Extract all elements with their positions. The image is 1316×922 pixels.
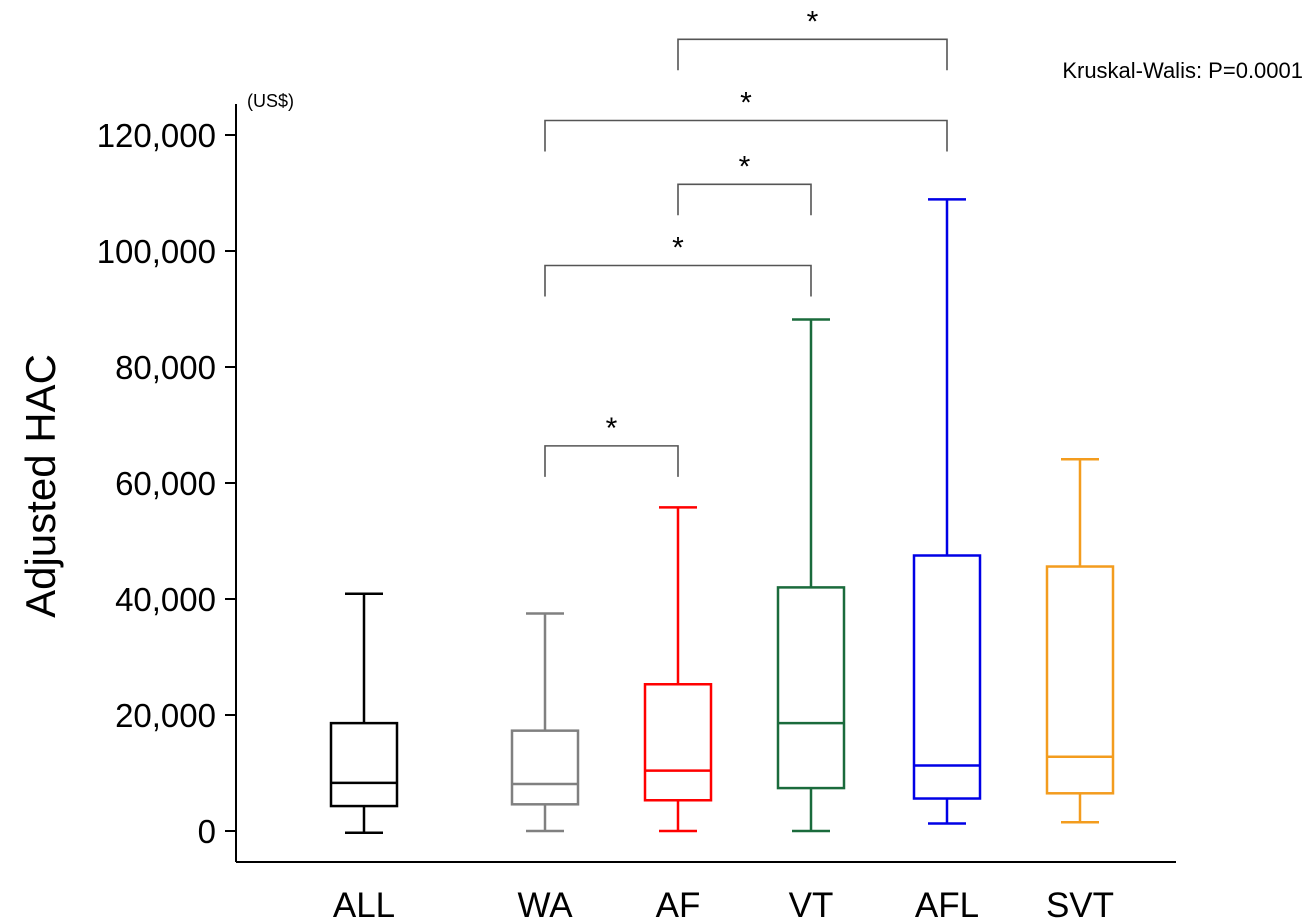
bracket-af-afl: * <box>677 5 948 71</box>
bracket-line <box>677 38 948 71</box>
box-vt <box>776 318 846 833</box>
x-tick-label: WA <box>517 886 573 922</box>
labels: 0 20,000 40,000 60,000 80,000 100,000 120,000 (… <box>17 58 1303 922</box>
bracket-af-vt: * <box>677 150 812 216</box>
x-tick-label: AF <box>656 886 701 922</box>
y-tick-label: 0 <box>198 813 216 850</box>
box-iqr <box>643 683 713 802</box>
bracket-line <box>544 445 679 477</box>
box-wa <box>510 612 580 833</box>
y-tick-label: 20,000 <box>115 697 216 734</box>
x-tick-label: VT <box>789 886 834 922</box>
y-unit-label: (US$) <box>247 91 294 111</box>
y-axis-title: Adjusted HAC <box>17 354 64 618</box>
box-iqr <box>776 586 846 790</box>
box-all <box>329 592 399 834</box>
stat-test-label: Kruskal-Walis: P=0.0001 <box>1062 58 1303 83</box>
box-iqr <box>1045 565 1115 795</box>
box-iqr <box>329 721 399 808</box>
y-tick-label: 40,000 <box>115 581 216 618</box>
y-tick-label: 100,000 <box>97 233 216 270</box>
significance-star: * <box>807 5 819 38</box>
boxes <box>329 198 1115 834</box>
x-tick-label: SVT <box>1046 886 1114 922</box>
y-tick-label: 80,000 <box>115 349 216 386</box>
bracket-line <box>544 119 948 152</box>
significance-brackets: * * * * * <box>544 5 948 477</box>
axes <box>225 104 1176 863</box>
box-af <box>643 506 713 833</box>
x-tick-label: ALL <box>333 886 395 922</box>
bracket-wa-afl: * <box>544 87 948 152</box>
box-afl <box>912 198 982 825</box>
box-svt <box>1045 457 1115 824</box>
bracket-wa-vt: * <box>544 232 812 297</box>
box-iqr <box>510 729 580 806</box>
bracket-line <box>677 183 812 216</box>
bracket-line <box>544 264 812 297</box>
significance-star: * <box>739 150 751 183</box>
significance-star: * <box>606 412 618 445</box>
box-iqr <box>912 554 982 800</box>
y-tick-label: 120,000 <box>97 117 216 154</box>
x-tick-label: AFL <box>915 886 979 922</box>
significance-star: * <box>740 87 752 120</box>
bracket-wa-af: * <box>544 412 679 477</box>
y-tick-label: 60,000 <box>115 465 216 502</box>
significance-star: * <box>672 232 684 265</box>
